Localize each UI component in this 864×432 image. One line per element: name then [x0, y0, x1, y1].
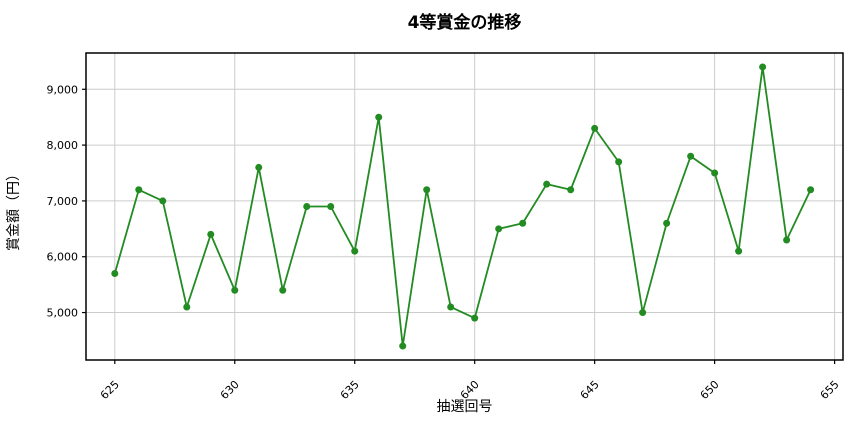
data-point	[351, 247, 359, 255]
data-point	[207, 230, 215, 238]
data-point	[279, 286, 287, 294]
data-point	[183, 303, 191, 311]
data-point	[255, 163, 263, 171]
y-tick-label: 8,000	[47, 139, 79, 152]
data-point	[327, 203, 335, 210]
data-point	[807, 186, 815, 194]
data-point	[591, 124, 599, 132]
y-tick-label: 5,000	[47, 307, 79, 320]
line-series	[113, 66, 812, 347]
data-point	[687, 152, 695, 160]
data-point	[735, 247, 743, 255]
data-point	[447, 303, 455, 311]
data-point	[663, 219, 671, 227]
data-point	[159, 197, 167, 205]
data-point	[519, 219, 527, 227]
y-tick-label: 9,000	[47, 83, 79, 96]
data-point	[303, 203, 311, 210]
data-point	[375, 113, 383, 121]
data-point	[783, 236, 791, 244]
data-point	[711, 169, 719, 177]
data-point	[639, 309, 647, 317]
y-tick-label: 7,000	[47, 195, 79, 208]
data-point	[471, 314, 479, 322]
plot-area: 625 630 635 640 645 650 6555,0006,0007,0008,00…	[47, 52, 844, 402]
data-point	[495, 225, 503, 233]
data-point	[615, 158, 623, 166]
data-point	[111, 269, 119, 277]
data-point	[567, 186, 575, 194]
data-point	[759, 63, 767, 71]
data-point	[543, 180, 551, 188]
data-point	[399, 342, 407, 350]
x-axis-label: 抽選回号	[436, 399, 493, 415]
plot-border	[85, 52, 844, 361]
data-point	[135, 186, 143, 194]
data-point	[423, 186, 431, 194]
y-axis-label: 賞金額（円）	[6, 167, 22, 251]
chart-title: 4等賞金の推移	[407, 13, 522, 33]
y-tick-label: 6,000	[47, 251, 79, 264]
data-point	[231, 286, 239, 294]
